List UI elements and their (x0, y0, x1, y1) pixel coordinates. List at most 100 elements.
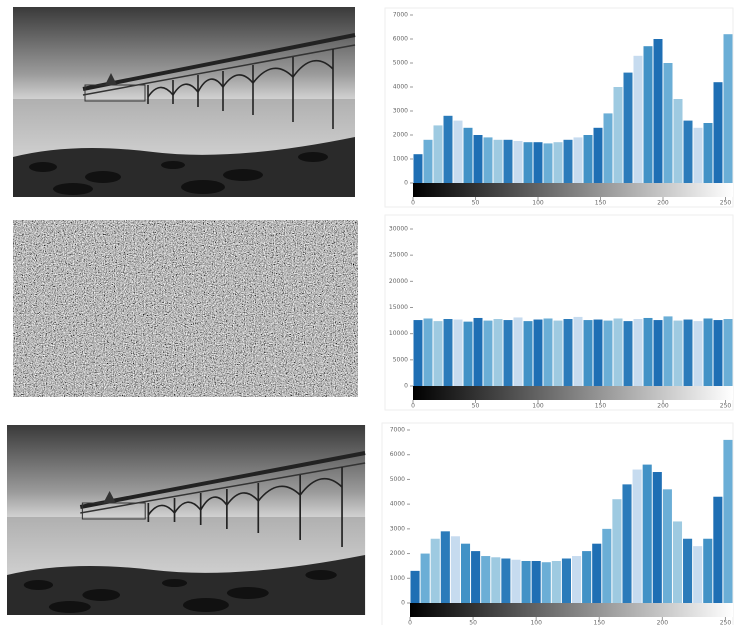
histogram-bar (494, 140, 503, 183)
histogram-bar (714, 82, 723, 183)
histogram-bar (612, 499, 621, 603)
histogram-bar (491, 557, 500, 603)
y-tick-label: 1000 (393, 156, 408, 163)
histogram-bar (584, 320, 593, 386)
histogram-bar (522, 561, 531, 603)
histogram-bar (674, 321, 683, 386)
y-tick-label: 4000 (393, 84, 408, 91)
x-tick-label: 250 (720, 620, 732, 625)
histogram-bar (414, 320, 423, 386)
histogram-bar (564, 140, 573, 183)
colorbar (413, 183, 733, 197)
colorbar (410, 603, 733, 617)
histogram-bar (424, 318, 433, 386)
y-tick-label: 4000 (390, 501, 405, 508)
histogram-bar (614, 87, 623, 183)
histogram-bar (683, 539, 692, 603)
histogram-bar (444, 116, 453, 183)
histogram-bar (644, 318, 653, 386)
histogram-bar (704, 123, 713, 183)
histogram-bar (592, 544, 601, 603)
histogram-bar (693, 546, 702, 603)
x-tick-label: 200 (657, 620, 669, 625)
histogram-bar (694, 321, 703, 386)
histogram-bar (724, 34, 733, 183)
figure: 0 1000 2000 3000 4000 50 0 0 6000 7000 0 50 100 150 20… (0, 0, 734, 625)
histogram-bar (504, 320, 513, 386)
histogram-bar (704, 318, 713, 386)
histogram-bar (554, 321, 563, 386)
histogram-bar (414, 154, 423, 183)
x-tick-label: 100 (532, 200, 544, 207)
x-tick-label: 150 (594, 620, 606, 625)
y-tick-label: 20000 (389, 278, 408, 285)
x-tick-label: 50 (469, 620, 477, 625)
histogram-bar (713, 497, 722, 603)
colorbar (413, 386, 733, 400)
histogram-bar (674, 99, 683, 183)
histogram-bar (663, 489, 672, 603)
histogram-bar (544, 143, 553, 183)
histogram-bar (653, 472, 662, 603)
histogram-bar (474, 135, 483, 183)
histogram-bar (622, 484, 631, 603)
histogram-bar (654, 320, 663, 386)
histogram-bar (454, 121, 463, 183)
x-tick-label: 250 (720, 403, 732, 410)
x-tick-label: 50 (472, 403, 480, 410)
y-tick-label: 10000 (389, 330, 408, 337)
histogram-bar (594, 320, 603, 386)
histogram-bar (723, 440, 732, 603)
histogram-bar (461, 544, 470, 603)
histogram-bar (554, 142, 563, 183)
y-tick-label: 7000 (390, 427, 405, 434)
histogram-bar (534, 320, 543, 386)
histogram-bar (584, 135, 593, 183)
histogram-bar (431, 539, 440, 603)
histogram-bar (643, 465, 652, 603)
histogram-bar (664, 63, 673, 183)
histogram-bar (604, 113, 613, 183)
x-tick-label: 0 (411, 200, 415, 207)
histogram-bar (532, 561, 541, 603)
histogram-bar (644, 46, 653, 183)
histogram-bar (564, 319, 573, 386)
x-tick-label: 100 (532, 403, 544, 410)
histogram-bar (673, 521, 682, 603)
photo-noise (13, 220, 358, 397)
histogram-bar (474, 318, 483, 386)
photo-equalized (7, 425, 365, 615)
histogram-bar (501, 559, 510, 603)
histogram-bar (624, 321, 633, 386)
y-tick-label: 1000 (390, 575, 405, 582)
photo-original (13, 7, 355, 197)
x-tick-label: 0 (411, 403, 415, 410)
histogram-bar (664, 316, 673, 386)
histogram-bar (464, 322, 473, 386)
histogram-bar (574, 137, 583, 183)
x-tick-label: 150 (595, 403, 607, 410)
histogram-bar (654, 39, 663, 183)
histogram-bar (434, 321, 443, 386)
histogram-bar (484, 137, 493, 183)
histogram-bar (594, 128, 603, 183)
histogram-bar (634, 56, 643, 183)
x-tick-label: 50 (472, 200, 480, 207)
y-tick-label: 3000 (390, 525, 405, 532)
histogram-bar (542, 562, 551, 603)
histogram-bar (724, 319, 733, 386)
y-tick-label: 0 (404, 383, 408, 390)
y-tick-label: 6000 (393, 36, 408, 43)
histogram-bar (602, 529, 611, 603)
histogram-bar (411, 571, 420, 603)
y-tick-label: 2000 (390, 550, 405, 557)
histogram-bar (624, 73, 633, 183)
histogram-bar (684, 320, 693, 386)
histogram-bar (504, 140, 513, 183)
y-tick-label: 7000 (393, 12, 408, 19)
histogram-bar (424, 140, 433, 183)
y-tick-label: 0 (401, 600, 405, 607)
histogram-bar (451, 536, 460, 603)
histogram-bar (714, 320, 723, 386)
histogram-bar (441, 531, 450, 603)
